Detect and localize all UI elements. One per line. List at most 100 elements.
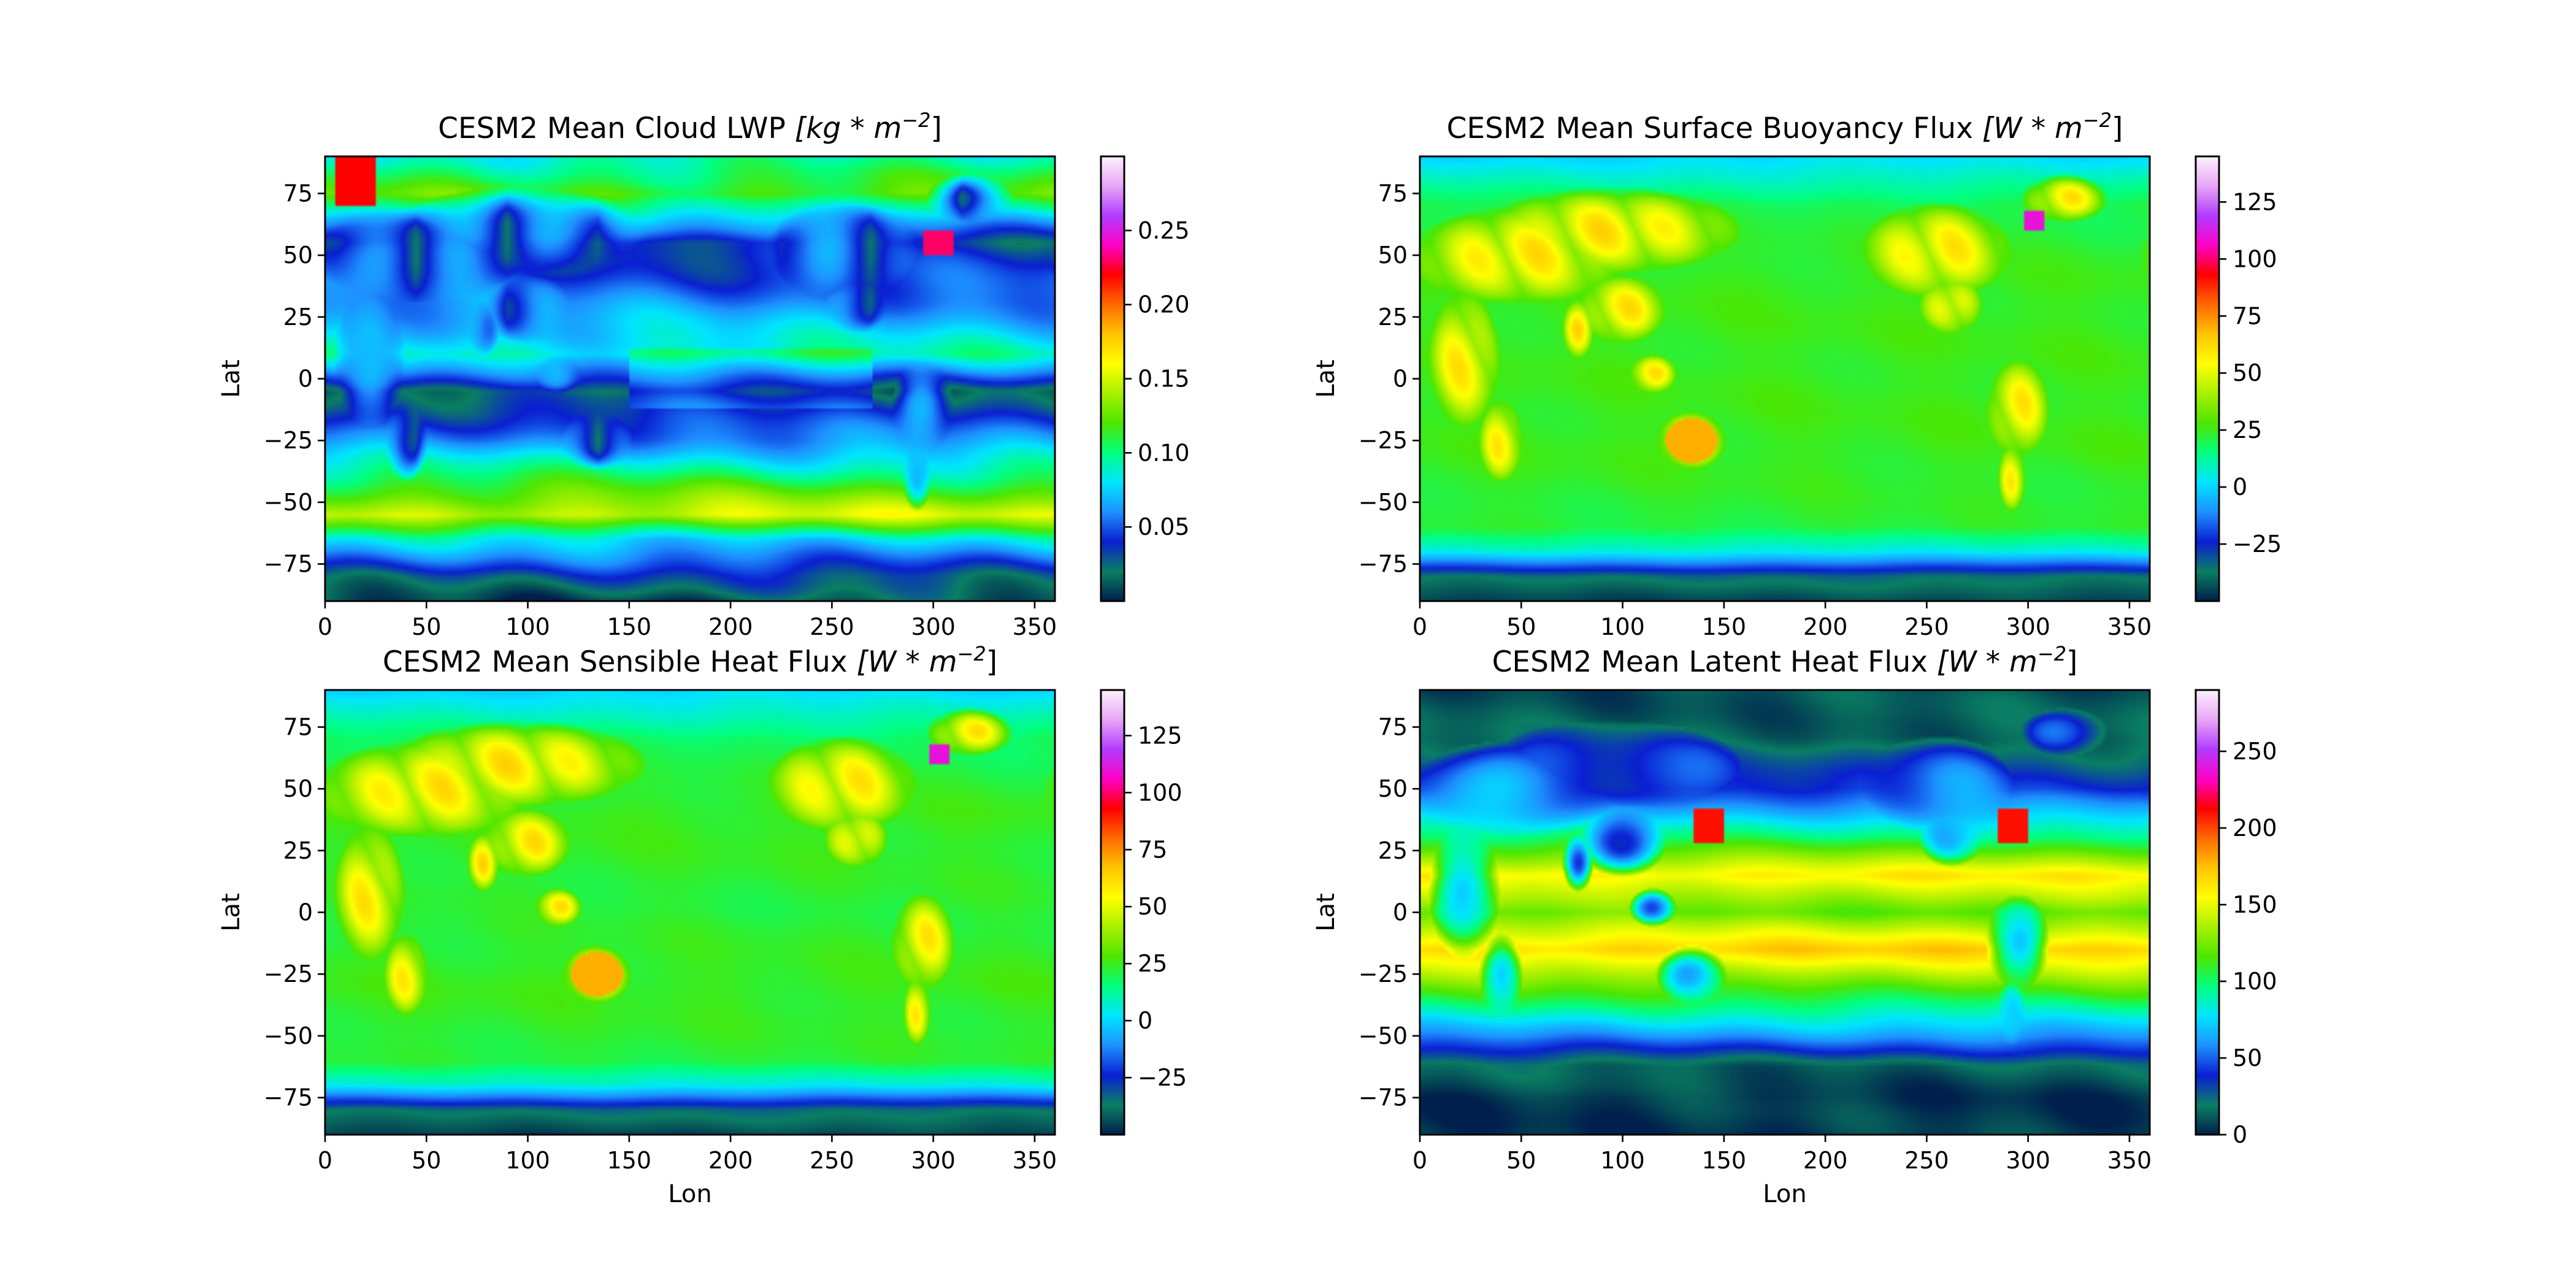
x-tick-label: 250 [1904,613,1949,640]
colorbar-tick-label: 0.25 [1138,217,1190,244]
x-tick-label: 250 [1904,1147,1949,1174]
chart-panel-2: CESM2 Mean Surface Buoyancy Flux [W * m−… [1312,109,2282,640]
y-tick-label: −50 [1359,1022,1408,1049]
colorbar-tick-label: 75 [2233,302,2262,329]
x-tick-label: 200 [708,613,753,640]
colorbar [2196,156,2219,601]
x-tick-label: 100 [505,1147,550,1174]
chart-title: CESM2 Mean Cloud LWP [kg * m−2] [438,109,942,145]
colorbar-tick-label: 50 [1138,893,1167,920]
y-tick-label: −50 [264,1022,313,1049]
x-tick-label: 200 [1803,613,1848,640]
colorbar-tick-label: 50 [2233,359,2262,386]
colorbar-tick-label: 100 [1138,779,1183,806]
x-tick-label: 0 [1413,613,1427,640]
colorbar-tick-label: 150 [2233,891,2277,918]
chart-title: CESM2 Mean Surface Buoyancy Flux [W * m−… [1447,109,2123,145]
x-tick-label: 300 [911,1147,956,1174]
x-tick-label: 50 [1506,1147,1536,1174]
x-tick-label: 0 [318,613,332,640]
y-axis-label: Lat [1312,359,1340,397]
heatmap-image [1420,156,2150,601]
x-tick-label: 300 [2006,613,2050,640]
colorbar-tick-label: 100 [2233,245,2277,272]
colorbar-frame [1100,689,1125,1136]
heatmap-image [325,690,1055,1135]
x-axis-label: Lon [1763,1180,1806,1208]
y-axis-label: Lat [1312,893,1340,931]
y-tick-label: 0 [298,366,313,393]
x-tick-label: 250 [810,1147,854,1174]
heatmap-image [1420,690,2150,1135]
colorbar-tick-label: −25 [2233,531,2282,558]
x-tick-label: 350 [1013,1147,1057,1174]
x-tick-label: 250 [810,613,854,640]
x-tick-label: 0 [1413,1147,1427,1174]
y-tick-label: 75 [1378,180,1408,207]
heatmap-image [325,156,1055,601]
y-tick-label: 25 [1378,837,1408,864]
colorbar-tick-label: 0 [2233,473,2247,500]
colorbar-tick-label: 0.05 [1138,513,1190,540]
y-tick-label: 75 [1378,713,1408,740]
y-tick-label: −75 [1359,1084,1408,1111]
x-tick-label: 150 [1702,1147,1747,1174]
chart-panel-4: CESM2 Mean Latent Heat Flux [W * m−2] 0 50… [1312,642,2277,1208]
x-tick-label: 50 [1506,613,1536,640]
x-tick-label: 100 [1600,613,1645,640]
y-tick-label: 0 [1393,366,1408,393]
x-tick-label: 300 [911,613,956,640]
colorbar-tick-label: 0 [1138,1007,1152,1034]
y-tick-label: −50 [1359,489,1408,516]
colorbar-tick-label: 75 [1138,836,1167,863]
y-tick-label: 50 [1378,775,1408,802]
colorbar-tick-label: 125 [1138,722,1183,749]
colorbar-tick-label: 200 [2233,815,2277,841]
x-tick-label: 350 [2107,613,2152,640]
chart-title: CESM2 Mean Sensible Heat Flux [W * m−2] [383,642,997,679]
x-tick-label: 200 [708,1147,753,1174]
colorbar-tick-label: 0.10 [1138,439,1190,466]
y-tick-label: −50 [264,489,313,516]
x-tick-label: 300 [2006,1147,2050,1174]
colorbar-frame [2195,689,2220,1136]
colorbar-frame [2195,155,2220,602]
chart-panel-3: CESM2 Mean Sensible Heat Flux [W * m−2] 0… [217,642,1187,1208]
colorbar-tick-label: 250 [2233,738,2277,765]
y-tick-label: −75 [1359,551,1408,578]
y-tick-label: −75 [264,551,313,578]
y-tick-label: −25 [1359,960,1408,987]
y-tick-label: −25 [264,427,313,454]
colorbar-tick-label: 0.15 [1138,366,1190,393]
chart-panel-1: CESM2 Mean Cloud LWP [kg * m−2] 0 50 100 150… [217,109,1190,640]
x-tick-label: 200 [1803,1147,1848,1174]
x-tick-label: 50 [412,613,441,640]
chart-title: CESM2 Mean Latent Heat Flux [W * m−2] [1492,642,2078,679]
x-tick-label: 150 [1702,613,1747,640]
y-tick-label: 50 [1378,242,1408,269]
y-tick-label: 50 [283,775,313,802]
x-tick-label: 100 [505,613,550,640]
y-tick-label: −25 [264,960,313,987]
y-tick-label: 25 [283,304,313,331]
colorbar-tick-label: 25 [1138,950,1167,977]
colorbar [1101,690,1124,1135]
y-axis-label: Lat [217,359,245,397]
colorbar-tick-label: 0 [2233,1121,2247,1148]
x-tick-label: 50 [412,1147,441,1174]
colorbar-tick-label: −25 [1138,1064,1187,1091]
colorbar [2196,690,2219,1135]
y-tick-label: 25 [1378,304,1408,331]
colorbar-tick-label: 125 [2233,188,2277,215]
x-tick-label: 350 [1013,613,1057,640]
x-axis-label: Lon [668,1180,711,1208]
y-tick-label: 75 [283,180,313,207]
y-tick-label: −25 [1359,427,1408,454]
y-tick-label: 75 [283,713,313,740]
colorbar-tick-label: 50 [2233,1045,2262,1071]
colorbar-tick-label: 100 [2233,968,2277,995]
x-tick-label: 150 [607,1147,652,1174]
y-tick-label: 0 [298,899,313,926]
y-axis-label: Lat [217,893,245,931]
